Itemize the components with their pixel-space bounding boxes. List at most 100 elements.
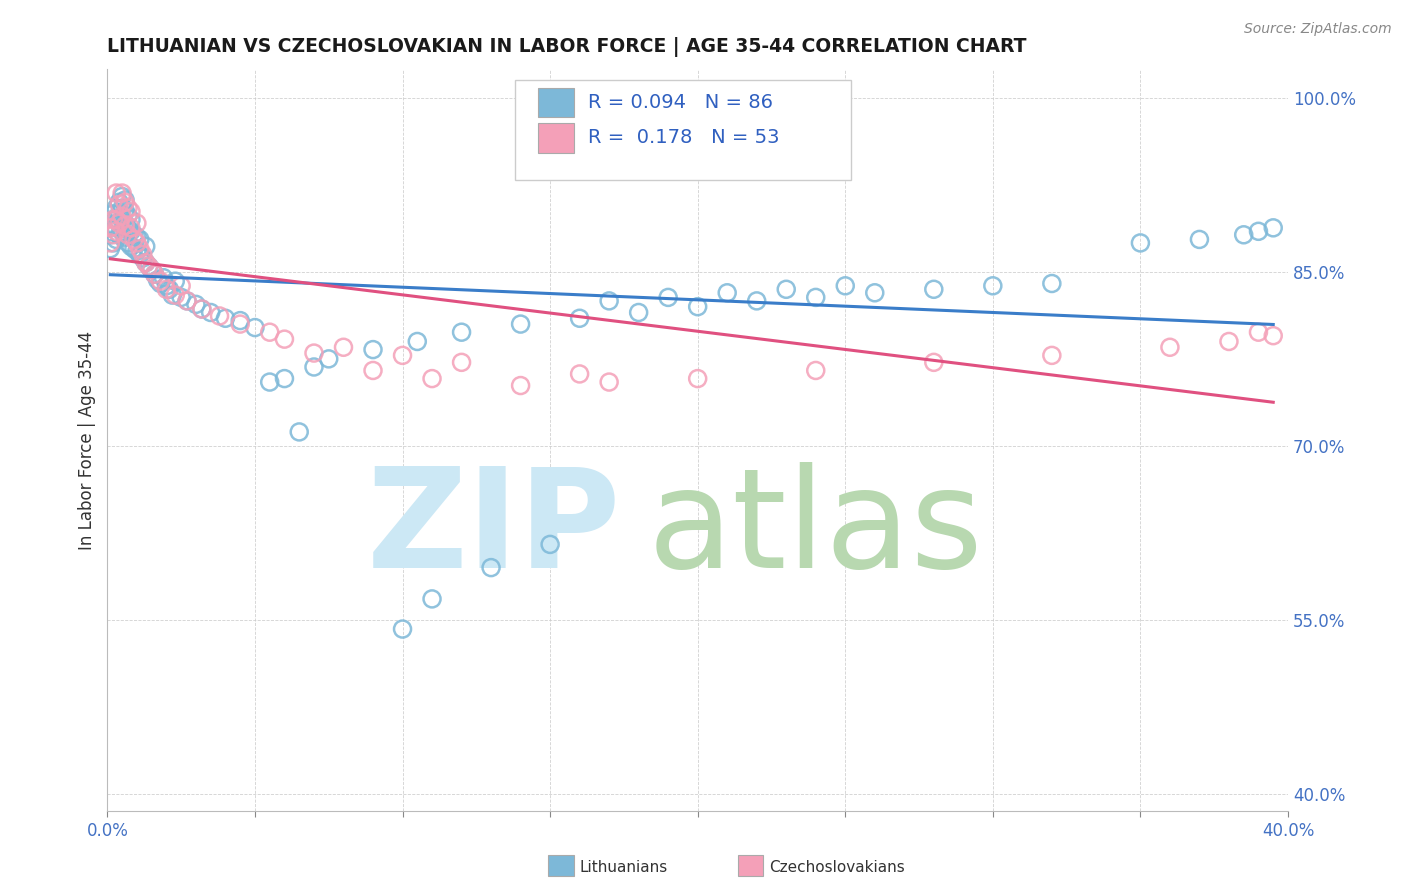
Point [108, 215, 131, 229]
Point [125, 244, 148, 258]
Point [135, 255, 157, 269]
Point [114, 203, 136, 218]
Point [775, 282, 797, 296]
Point [125, 235, 148, 250]
Point [214, 311, 236, 326]
Point [111, 186, 134, 200]
Point [450, 325, 472, 339]
Point [114, 195, 136, 210]
Point [105, 186, 128, 200]
Point [98, 242, 121, 256]
Point [122, 227, 145, 242]
Point [981, 278, 1004, 293]
Point [128, 232, 150, 246]
Point [103, 219, 125, 233]
Point [114, 219, 136, 233]
Point [162, 288, 184, 302]
Point [509, 317, 531, 331]
Point [108, 195, 131, 210]
Point [273, 371, 295, 385]
Point [598, 293, 620, 308]
Point [538, 537, 561, 551]
Point [105, 201, 128, 215]
Point [406, 334, 429, 349]
Point [627, 305, 650, 319]
Point [117, 209, 139, 223]
Point [229, 317, 252, 331]
Point [120, 224, 142, 238]
Point [120, 220, 142, 235]
Point [157, 282, 180, 296]
Point [184, 297, 207, 311]
Point [259, 375, 281, 389]
Point [361, 343, 384, 357]
Point [117, 235, 139, 250]
Text: Czechoslovakians: Czechoslovakians [769, 861, 905, 875]
Point [804, 290, 827, 304]
Text: R = 0.094   N = 86: R = 0.094 N = 86 [588, 93, 773, 112]
Point [1233, 227, 1256, 242]
Point [143, 267, 166, 281]
Point [1040, 277, 1063, 291]
Point [105, 212, 128, 227]
Point [105, 220, 128, 235]
Point [1247, 325, 1270, 339]
Point [686, 300, 709, 314]
Point [117, 227, 139, 242]
Point [509, 378, 531, 392]
Point [103, 212, 125, 227]
Point [922, 282, 945, 296]
Point [1040, 348, 1063, 362]
Point [128, 242, 150, 256]
Point [132, 247, 155, 261]
Point [420, 591, 443, 606]
Point [391, 622, 413, 636]
Point [114, 230, 136, 244]
Point [420, 371, 443, 385]
Point [122, 232, 145, 246]
Point [120, 239, 142, 253]
Point [922, 355, 945, 369]
Point [318, 351, 340, 366]
Point [176, 293, 198, 308]
FancyBboxPatch shape [515, 80, 851, 180]
Point [135, 255, 157, 269]
Point [103, 207, 125, 221]
Point [105, 224, 128, 238]
Point [302, 346, 325, 360]
Point [568, 311, 591, 326]
Point [288, 425, 311, 439]
Point [114, 216, 136, 230]
Point [165, 274, 187, 288]
Point [332, 340, 354, 354]
Text: ZIP: ZIP [367, 461, 621, 597]
Point [1159, 340, 1181, 354]
Point [152, 270, 174, 285]
Point [1263, 220, 1285, 235]
Point [243, 320, 266, 334]
Point [657, 290, 679, 304]
Point [191, 301, 214, 316]
Point [108, 216, 131, 230]
Point [111, 201, 134, 215]
Point [141, 262, 163, 277]
Point [149, 277, 172, 291]
Point [863, 285, 886, 300]
Point [120, 204, 142, 219]
Point [103, 235, 125, 250]
Point [146, 273, 169, 287]
Point [176, 293, 198, 308]
Point [125, 216, 148, 230]
Text: atlas: atlas [648, 461, 984, 597]
Point [170, 290, 193, 304]
Text: LITHUANIAN VS CZECHOSLOVAKIAN IN LABOR FORCE | AGE 35-44 CORRELATION CHART: LITHUANIAN VS CZECHOSLOVAKIAN IN LABOR F… [107, 37, 1026, 57]
Point [128, 247, 150, 261]
Point [568, 367, 591, 381]
Point [108, 207, 131, 221]
Point [1247, 224, 1270, 238]
Point [273, 332, 295, 346]
FancyBboxPatch shape [538, 123, 574, 153]
Point [117, 222, 139, 236]
Point [149, 274, 172, 288]
Point [716, 285, 738, 300]
